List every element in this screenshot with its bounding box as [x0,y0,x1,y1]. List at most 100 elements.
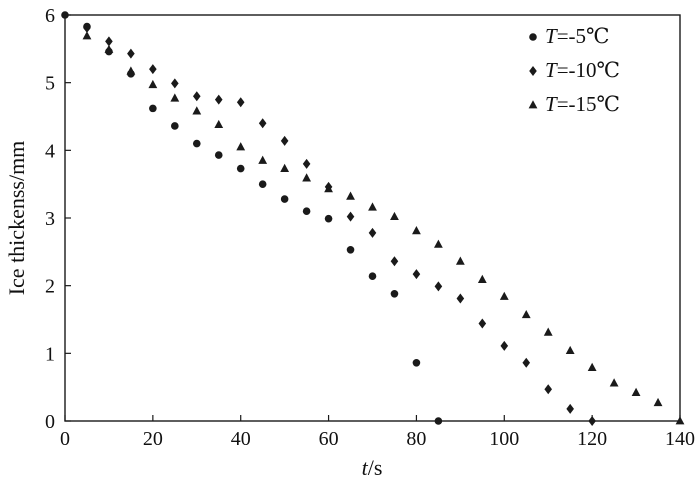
data-point-triangle [302,173,312,182]
x-axis-title-rest: /s [368,455,383,480]
x-tick-label: 40 [231,428,251,450]
data-point-diamond [544,384,553,395]
data-point-triangle [631,387,641,396]
data-point-diamond [368,227,377,238]
legend: T=-5℃T=-10℃T=-15℃ [528,24,620,116]
y-tick-label: 2 [45,276,55,298]
legend-label-rest: =-15℃ [557,92,620,116]
x-axis-title-italic: t [362,455,369,480]
y-tick-label: 3 [45,208,55,230]
data-point-diamond [478,318,487,329]
x-tick-label: 60 [319,428,339,450]
y-tick-label: 6 [45,5,55,27]
data-point-triangle [192,106,202,115]
legend-marker-triangle [528,100,538,109]
data-point-circle [192,139,201,148]
data-point-circle [412,359,421,367]
y-tick-label: 0 [45,411,55,433]
data-point-triangle [521,309,531,319]
data-point-diamond [346,211,355,222]
legend-label: T=-5℃ [545,24,610,48]
legend-label-rest: =-10℃ [557,58,620,82]
data-point-triangle [126,66,136,75]
data-point-circle [149,104,157,113]
legend-label-italic: T [545,92,558,116]
legend-label-rest: =-5℃ [557,24,610,48]
data-point-circle [434,417,443,425]
x-tick-label: 20 [143,428,163,450]
data-point-circle [61,11,69,19]
x-tick-label: 0 [60,428,70,450]
legend-marker-circle [529,33,537,41]
y-tick-label: 5 [45,73,55,95]
axes-group: 0 20 40 60 80 100 120 140 0 1 2 3 4 5 6 [45,5,695,450]
data-point-circle [214,151,223,159]
data-point-diamond [588,416,596,426]
data-point-diamond [105,36,113,47]
data-point-circle [324,214,333,223]
data-point-diamond [390,256,399,267]
data-point-diamond [127,48,135,59]
data-point-triangle [477,274,487,283]
data-point-diamond [500,340,509,351]
x-tick-label: 100 [489,428,519,450]
x-tick-label: 80 [406,428,426,450]
data-point-triangle [236,142,246,151]
data-point-triangle [214,119,224,129]
data-point-circle [302,207,311,216]
data-point-circle [280,195,289,203]
data-point-diamond [280,135,289,146]
data-point-circle [346,246,355,254]
data-point-triangle [653,397,663,407]
data-point-triangle [104,44,114,53]
data-point-circle [236,164,245,173]
data-point-diamond [566,403,574,414]
data-point-triangle [324,184,333,193]
x-tick-label: 140 [665,428,695,450]
data-point-diamond [302,158,311,169]
y-tick-label: 4 [45,140,55,162]
data-point-triangle [390,211,399,221]
data-point-triangle [346,191,355,200]
data-point-circle [258,180,267,188]
data-point-triangle [280,163,290,173]
data-point-triangle [82,31,92,40]
y-tick-label: 1 [45,343,55,365]
data-point-triangle [543,327,553,336]
data-point-diamond [258,118,267,129]
y-axis-title: Ice thickenss/mm [4,141,29,296]
series-diamond [83,22,596,426]
data-point-triangle [587,362,597,371]
data-point-triangle [675,416,685,425]
data-point-diamond [434,281,443,292]
data-point-diamond [192,91,201,102]
data-point-diamond [456,293,465,304]
data-point-triangle [170,93,180,102]
data-point-triangle [565,345,575,355]
data-point-diamond [236,97,245,108]
data-point-diamond [412,269,421,280]
data-point-diamond [171,78,179,89]
data-point-diamond [149,64,157,75]
legend-marker-diamond [529,66,537,76]
data-point-triangle [148,79,158,89]
data-point-triangle [455,256,465,265]
legend-label-italic: T [545,58,558,82]
legend-label: T=-15℃ [545,92,620,116]
data-marks-group [61,11,685,426]
data-point-diamond [214,94,223,105]
data-point-circle [171,122,179,130]
data-point-circle [368,272,377,280]
data-point-triangle [368,202,377,211]
series-triangle [82,31,685,425]
data-point-diamond [83,22,91,33]
legend-label-italic: T [545,24,558,48]
data-point-triangle [412,226,421,235]
series-circle [61,11,443,425]
data-point-diamond [522,357,531,368]
x-tick-label: 120 [577,428,607,450]
data-point-triangle [499,291,509,300]
x-axis-title: t/s [362,455,383,480]
